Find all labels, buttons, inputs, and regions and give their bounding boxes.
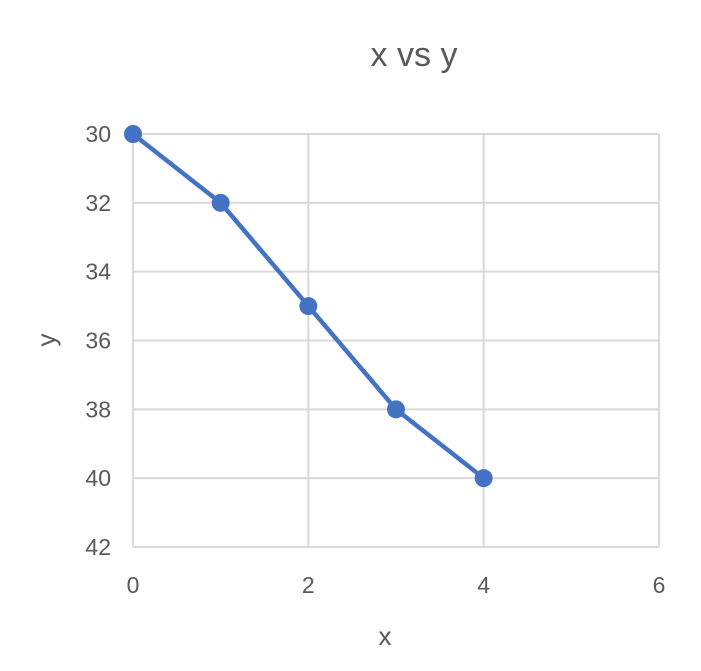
y-tick-label: 32 bbox=[85, 190, 111, 216]
series-layer bbox=[124, 125, 493, 488]
data-point bbox=[124, 125, 142, 143]
chart-title: x vs y bbox=[371, 36, 458, 74]
x-tick-label: 2 bbox=[302, 572, 315, 598]
y-tick-label: 34 bbox=[85, 259, 111, 285]
y-tick-label: 40 bbox=[85, 465, 111, 491]
y-axis-label: y bbox=[31, 334, 61, 347]
data-point bbox=[387, 400, 405, 419]
y-tick-label: 42 bbox=[85, 534, 111, 560]
data-point bbox=[474, 469, 493, 488]
y-tick-label: 30 bbox=[85, 121, 111, 147]
x-tick-label: 4 bbox=[477, 572, 490, 598]
x-tick-label: 0 bbox=[127, 572, 140, 598]
data-point bbox=[299, 297, 318, 316]
tick-labels: 30 32 34 36 38 40 42 0 2 4 6 bbox=[85, 121, 665, 598]
data-point bbox=[211, 193, 230, 212]
y-tick-label: 36 bbox=[85, 328, 111, 354]
x-axis-label: x bbox=[379, 621, 392, 651]
x-tick-label: 6 bbox=[653, 572, 666, 598]
y-tick-label: 38 bbox=[85, 396, 111, 422]
